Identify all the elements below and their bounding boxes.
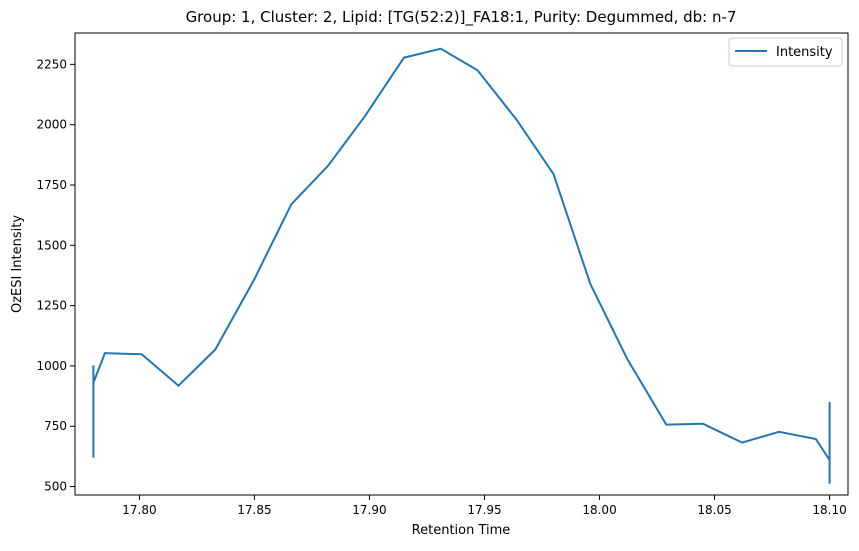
x-axis: 17.80 17.85 17.90 17.95 18.00 18.05 18.10 xyxy=(122,495,847,517)
y-tick-label: 1000 xyxy=(36,359,67,373)
x-tick-label: 18.10 xyxy=(812,503,846,517)
y-tick-label: 500 xyxy=(44,480,67,494)
y-tick-label: 1750 xyxy=(36,178,67,192)
y-tick-label: 2000 xyxy=(36,118,67,132)
x-tick-label: 17.85 xyxy=(237,503,271,517)
legend-label: Intensity xyxy=(776,45,833,60)
x-tick-label: 17.90 xyxy=(352,503,386,517)
y-tick-label: 1250 xyxy=(36,299,67,313)
legend: Intensity xyxy=(728,37,843,67)
x-tick-label: 18.00 xyxy=(582,503,616,517)
chart-title: Group: 1, Cluster: 2, Lipid: [TG(52:2)]_… xyxy=(186,8,737,27)
series-line-intensity xyxy=(92,47,831,484)
x-axis-label: Retention Time xyxy=(412,523,511,538)
legend-box xyxy=(728,37,843,67)
y-tick-label: 750 xyxy=(44,419,67,433)
y-tick-label: 2250 xyxy=(36,57,67,71)
y-axis-label: OzESI Intensity xyxy=(10,215,25,313)
y-axis: 500 750 1000 1250 1500 1750 2000 2250 xyxy=(36,57,75,494)
plot-area xyxy=(92,47,831,484)
y-tick-label: 1500 xyxy=(36,238,67,252)
x-tick-label: 17.95 xyxy=(467,503,501,517)
x-tick-label: 17.80 xyxy=(122,503,156,517)
x-tick-label: 18.05 xyxy=(697,503,731,517)
plot-frame xyxy=(74,32,849,496)
